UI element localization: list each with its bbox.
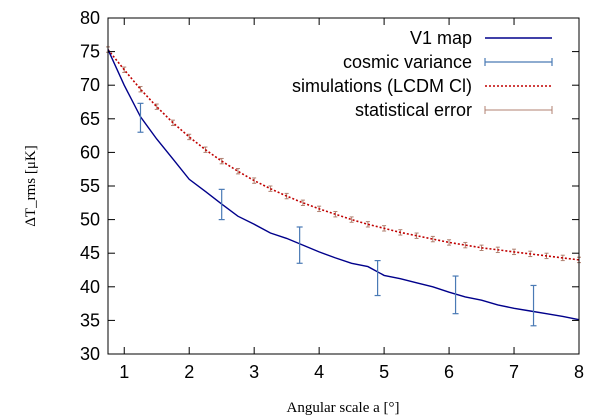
x-tick-label: 7 — [509, 362, 519, 382]
y-tick-label: 75 — [80, 42, 100, 62]
legend-label-v1: V1 map — [410, 28, 472, 48]
y-axis-title: ΔT_rms [μK] — [23, 145, 39, 226]
legend-label-simulations: simulations (LCDM Cl) — [292, 76, 472, 96]
legend-samples — [484, 37, 553, 114]
x-tick-label: 3 — [249, 362, 259, 382]
legend-label-statistical-error: statistical error — [355, 100, 472, 120]
y-tick-label: 45 — [80, 243, 100, 263]
v1-map-line — [107, 49, 580, 321]
legend: V1 map cosmic variance simulations (LCDM… — [292, 28, 553, 120]
y-tick-label: 30 — [80, 344, 100, 364]
y-tick-label: 70 — [80, 75, 100, 95]
y-tick-label: 50 — [80, 210, 100, 230]
x-tick-label: 1 — [119, 362, 129, 382]
y-tick-label: 55 — [80, 176, 100, 196]
legend-label-cosmic-variance: cosmic variance — [343, 52, 472, 72]
x-tick-label: 8 — [574, 362, 584, 382]
y-tick-label: 80 — [80, 8, 100, 28]
x-tick-label: 6 — [444, 362, 454, 382]
y-tick-label: 40 — [80, 277, 100, 297]
plot-area — [106, 46, 581, 327]
x-tick-label: 2 — [184, 362, 194, 382]
y-tick-label: 65 — [80, 109, 100, 129]
x-axis-title: Angular scale a [°] — [286, 400, 399, 415]
y-tick-label: 35 — [80, 310, 100, 330]
x-tick-label: 4 — [314, 362, 324, 382]
x-tick-label: 5 — [379, 362, 389, 382]
y-tick-label: 60 — [80, 142, 100, 162]
